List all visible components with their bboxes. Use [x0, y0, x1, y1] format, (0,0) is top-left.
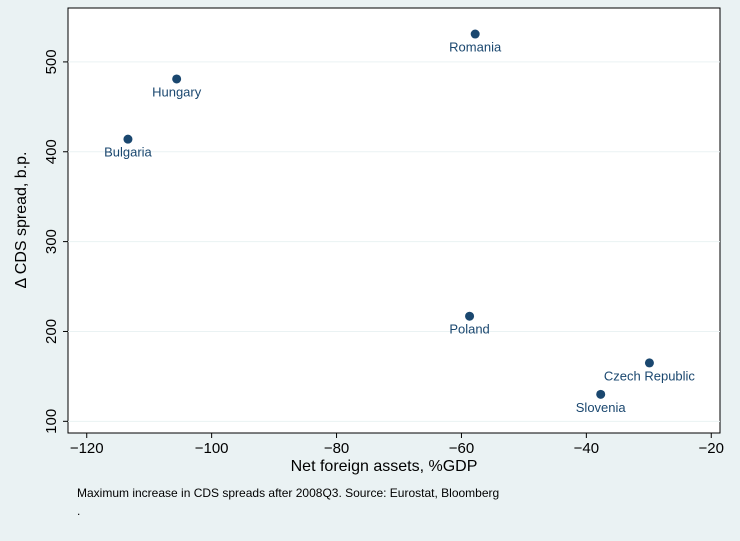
x-tick-label: −60: [449, 440, 474, 457]
point: [172, 74, 182, 84]
note: Maximum increase in CDS spreads after 20…: [77, 486, 499, 500]
y-tick-label: 200: [43, 319, 60, 344]
y-axis-label: Δ CDS spread, b.p.: [13, 152, 30, 289]
y-tick-label: 300: [43, 229, 60, 254]
note: .: [77, 504, 80, 518]
point: [465, 311, 475, 321]
point: [644, 358, 654, 368]
point: [123, 134, 133, 144]
x-tick-label: −20: [699, 440, 724, 457]
x-tick-label: −100: [195, 440, 229, 457]
x-tick-label: −120: [70, 440, 104, 457]
point-label: Hungary: [152, 84, 202, 99]
y-tick-label: 500: [43, 49, 60, 74]
point: [470, 29, 480, 39]
x-tick-label: −40: [574, 440, 599, 457]
y-tick-label: 100: [43, 409, 60, 434]
point-label: Romania: [449, 39, 502, 54]
x-axis-label: Net foreign assets, %GDP: [291, 458, 478, 475]
point-label: Poland: [449, 322, 489, 337]
y-tick-label: 400: [43, 139, 60, 164]
point-label: Czech Republic: [604, 368, 696, 383]
point: [596, 389, 606, 399]
x-tick-label: −80: [324, 440, 349, 457]
point-label: Slovenia: [576, 400, 627, 415]
point-label: Bulgaria: [104, 145, 152, 160]
